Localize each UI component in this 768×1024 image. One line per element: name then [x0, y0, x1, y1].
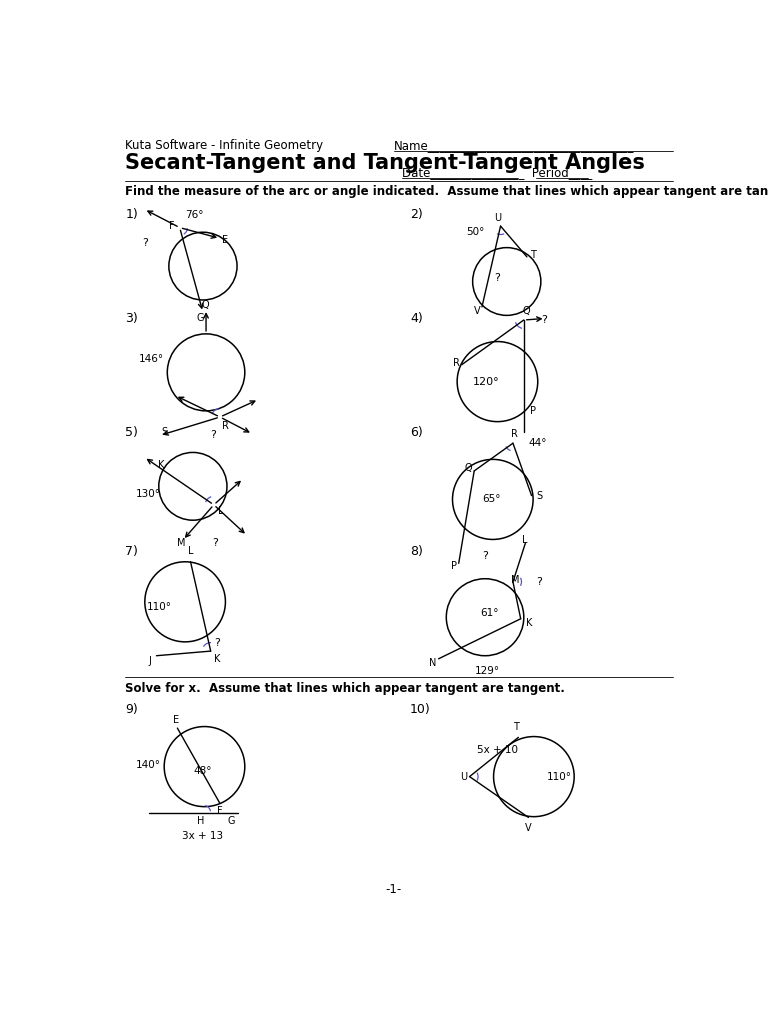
Text: ?: ?: [495, 273, 501, 284]
Text: 5): 5): [125, 426, 138, 439]
Text: R: R: [511, 429, 518, 439]
Text: 9): 9): [125, 703, 138, 716]
Text: M: M: [177, 539, 186, 548]
Text: ?: ?: [482, 551, 488, 560]
Text: K: K: [158, 460, 164, 470]
Text: 110°: 110°: [147, 602, 171, 612]
Text: P: P: [530, 406, 536, 416]
Text: ?: ?: [536, 577, 542, 587]
Text: N: N: [429, 658, 437, 669]
Text: L: L: [188, 546, 194, 556]
Text: U: U: [494, 213, 501, 223]
Text: Q: Q: [522, 306, 530, 315]
Text: F: F: [217, 806, 223, 816]
Text: 5x + 10: 5x + 10: [477, 744, 518, 755]
Text: G: G: [228, 815, 235, 825]
Text: ?: ?: [214, 638, 220, 648]
Text: ?: ?: [143, 238, 148, 248]
Text: M: M: [511, 575, 520, 586]
Text: 61°: 61°: [481, 607, 499, 617]
Text: -1-: -1-: [386, 884, 402, 896]
Text: V: V: [525, 823, 531, 834]
Text: 76°: 76°: [185, 210, 204, 220]
Text: 65°: 65°: [482, 495, 501, 505]
Text: H: H: [197, 815, 204, 825]
Text: 48°: 48°: [194, 766, 212, 776]
Text: ?: ?: [541, 315, 547, 325]
Text: ?: ?: [212, 539, 218, 548]
Text: 3): 3): [125, 312, 138, 325]
Text: K: K: [526, 618, 532, 629]
Text: L: L: [218, 506, 224, 516]
Text: Name___________________________________: Name___________________________________: [393, 138, 634, 152]
Text: Kuta Software - Infinite Geometry: Kuta Software - Infinite Geometry: [125, 138, 323, 152]
Text: 2): 2): [410, 208, 422, 221]
Text: E: E: [174, 716, 180, 725]
Text: ?: ?: [210, 430, 217, 440]
Text: R: R: [452, 358, 459, 368]
Text: 120°: 120°: [473, 377, 500, 387]
Text: Q: Q: [201, 300, 209, 309]
Text: 50°: 50°: [466, 227, 485, 238]
Text: Secant-Tangent and Tangent-Tangent Angles: Secant-Tangent and Tangent-Tangent Angle…: [125, 153, 645, 173]
Text: 130°: 130°: [136, 489, 161, 499]
Text: P: P: [451, 561, 457, 571]
Text: G: G: [197, 313, 204, 324]
Text: L: L: [522, 536, 528, 545]
Text: E: E: [221, 234, 227, 245]
Text: 8): 8): [410, 545, 422, 557]
Text: F: F: [170, 221, 175, 231]
Text: 146°: 146°: [139, 353, 164, 364]
Text: J: J: [149, 656, 151, 666]
Text: Find the measure of the arc or angle indicated.  Assume that lines which appear : Find the measure of the arc or angle ind…: [125, 185, 768, 198]
Text: Date________________  Period____: Date________________ Period____: [402, 166, 592, 178]
Text: 140°: 140°: [136, 760, 161, 770]
Text: 10): 10): [410, 703, 431, 716]
Text: 129°: 129°: [475, 667, 500, 676]
Text: Solve for x.  Assume that lines which appear tangent are tangent.: Solve for x. Assume that lines which app…: [125, 682, 565, 694]
Text: V: V: [474, 306, 481, 315]
Text: 3x + 13: 3x + 13: [182, 830, 223, 841]
Text: 7): 7): [125, 545, 138, 557]
Text: 4): 4): [410, 312, 422, 325]
Text: 44°: 44°: [528, 438, 547, 449]
Text: T: T: [513, 722, 519, 731]
Text: K: K: [214, 653, 220, 664]
Text: S: S: [536, 490, 542, 501]
Text: 110°: 110°: [547, 772, 572, 781]
Text: U: U: [460, 772, 468, 781]
Text: Q: Q: [465, 463, 472, 473]
Text: R: R: [221, 421, 228, 431]
Text: S: S: [162, 427, 168, 437]
Text: 6): 6): [410, 426, 422, 439]
Text: T: T: [530, 250, 536, 260]
Text: 1): 1): [125, 208, 138, 221]
